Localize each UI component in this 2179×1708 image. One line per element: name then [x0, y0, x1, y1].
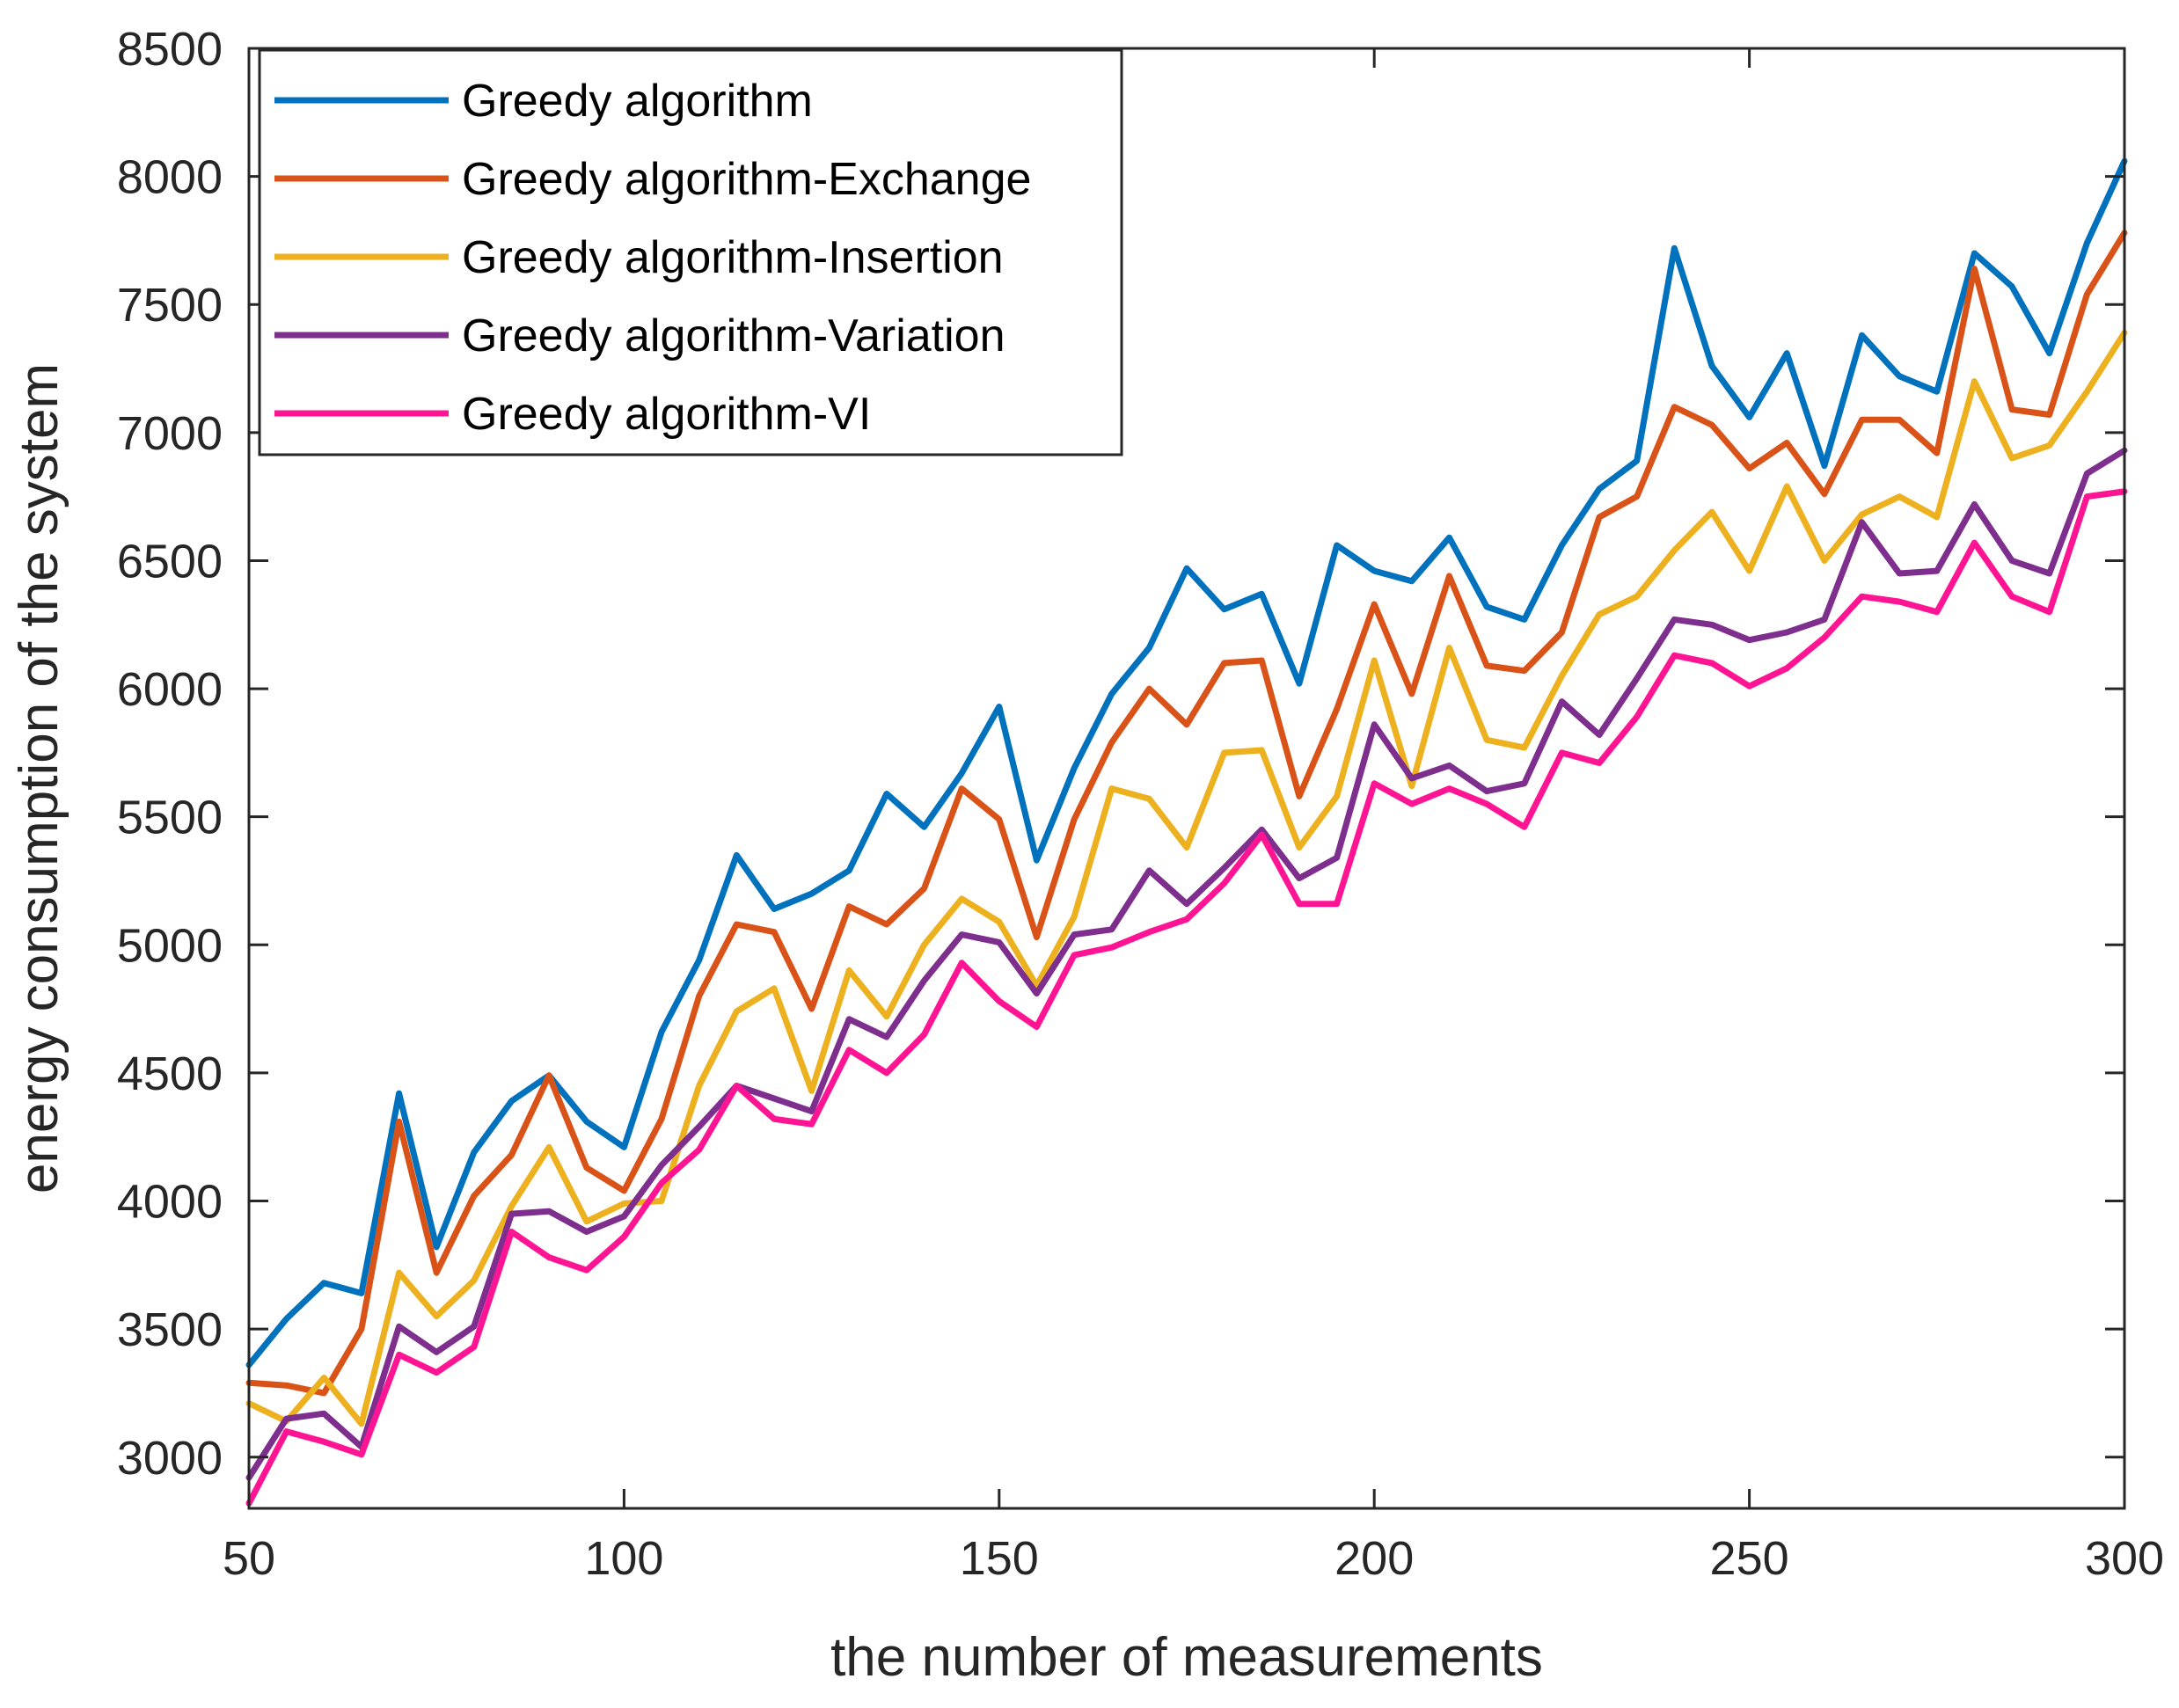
legend: Greedy algorithm Greedy algorithm-Exchang…	[258, 48, 1123, 456]
series-line-3	[245, 329, 2128, 1427]
y-tick-label: 3500	[117, 1303, 223, 1356]
legend-label-1: Greedy algorithm	[462, 76, 813, 127]
x-tick-label: 300	[2085, 1532, 2164, 1585]
x-tick-label: 250	[1710, 1532, 1789, 1585]
y-tick-label: 5000	[117, 919, 223, 972]
y-tick-label: 6500	[117, 535, 223, 588]
legend-label-4: Greedy algorithm-Variation	[462, 310, 1005, 361]
x-tick-label: 150	[960, 1532, 1039, 1585]
y-tick-label: 3000	[117, 1432, 223, 1485]
axes-box	[247, 47, 2126, 1510]
y-tick-label: 4000	[117, 1176, 223, 1229]
axes-layer: 50 100 150 200 250 300 3000 3500 4000 4500 5000 550…	[117, 23, 2164, 1585]
legend-label-2: Greedy algorithm-Exchange	[462, 154, 1031, 205]
series-line-5	[245, 488, 2128, 1507]
series-line-1	[245, 157, 2128, 1369]
legend-label-5: Greedy algorithm-VI	[462, 389, 871, 440]
y-tick-label: 7500	[117, 279, 223, 332]
y-tick-label: 4500	[117, 1047, 223, 1100]
x-tick-label: 50	[223, 1532, 275, 1585]
y-tick-label: 7000	[117, 407, 223, 460]
legend-box	[258, 48, 1123, 456]
y-tick-label: 8500	[117, 23, 223, 76]
y-tick-label: 8000	[117, 151, 223, 204]
series-layer	[245, 157, 2128, 1507]
series-line-4	[245, 447, 2128, 1481]
x-tick-label: 100	[584, 1532, 663, 1585]
x-axis-label: the number of measurements	[830, 1627, 1543, 1688]
y-tick-label: 5500	[117, 792, 223, 844]
x-tick-label: 200	[1334, 1532, 1414, 1585]
y-axis-label: energy consumption of the system	[9, 363, 69, 1193]
y-tick-label: 6000	[117, 663, 223, 716]
legend-label-3: Greedy algorithm-Insertion	[462, 232, 1004, 283]
series-line-2	[245, 230, 2128, 1397]
